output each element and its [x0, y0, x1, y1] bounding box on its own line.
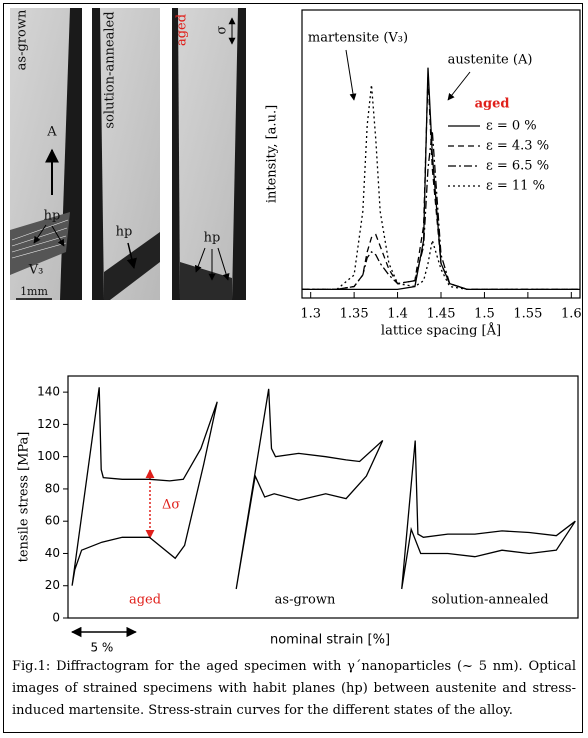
photo-title: as-grown: [15, 9, 30, 70]
figure: as-grown A hp V₃ 1mm solution-annealed h…: [10, 8, 582, 655]
x-axis-label: nominal strain [%]: [270, 633, 390, 648]
photo-label: hp: [44, 209, 61, 224]
annotation-arrow: [345, 49, 357, 101]
legend-label: ε = 0 %: [486, 119, 537, 134]
photo-label: hp: [116, 225, 133, 240]
x-tick-label: 1.6: [561, 307, 582, 322]
x-tick-label: 1.55: [513, 307, 542, 322]
x-tick-label: 1.3: [300, 307, 321, 322]
plot-frame: [67, 375, 579, 619]
legend-label: ε = 4.3 %: [486, 139, 549, 154]
photo-title: solution-annealed: [103, 11, 118, 128]
x-tick-label: 1.45: [427, 307, 456, 322]
y-tick-label: 140: [37, 385, 60, 399]
photo-label: A: [46, 125, 57, 140]
y-tick-label: 100: [37, 449, 60, 463]
photo-aged: aged σ hp: [172, 8, 246, 300]
photo-label: hp: [204, 231, 221, 246]
legend-title: aged: [475, 97, 510, 112]
y-tick-label: 60: [45, 514, 60, 528]
y-tick-label: 40: [45, 546, 60, 560]
data-line: [302, 67, 580, 291]
photo-label: V₃: [28, 263, 44, 278]
legend-label: ε = 11 %: [486, 179, 545, 194]
data-line: [302, 130, 580, 291]
y-tick-label: 80: [45, 481, 60, 495]
scale-bar-label: 5 %: [90, 641, 113, 655]
photo-label: 1mm: [20, 285, 48, 298]
photo-as-grown: as-grown A hp V₃ 1mm: [10, 8, 82, 300]
caption: Fig.1: Diffractogram for the aged specim…: [12, 659, 576, 718]
x-tick-label: 1.4: [387, 307, 408, 322]
series-label: aged: [129, 593, 161, 608]
x-tick-label: 1.5: [474, 307, 495, 322]
y-axis-label: tensile stress [MPa]: [17, 432, 32, 563]
photo-solution-annealed: solution-annealed hp: [92, 8, 160, 300]
annotation-arrow: [447, 71, 471, 101]
data-line: [235, 388, 384, 590]
plot-frame: [301, 9, 581, 299]
annotation: martensite (V₃): [308, 31, 408, 46]
y-axis-label: intensity, [a.u.]: [265, 105, 280, 203]
figure-frame: [3, 3, 583, 733]
series-label: as-grown: [275, 593, 336, 608]
photo-label: σ: [215, 25, 230, 34]
data-line: [302, 84, 580, 291]
x-axis-label: lattice spacing [Å]: [381, 323, 501, 339]
photo-title: aged: [175, 14, 190, 46]
annotation: Δσ: [162, 498, 180, 513]
annotation: austenite (A): [448, 53, 533, 68]
data-line: [71, 387, 218, 586]
series-label: solution-annealed: [431, 593, 548, 608]
y-tick-label: 120: [37, 417, 60, 431]
y-tick-label: 0: [52, 611, 60, 625]
x-tick-label: 1.35: [340, 307, 369, 322]
data-line: [401, 440, 576, 590]
legend-label: ε = 6.5 %: [486, 159, 549, 174]
y-tick-label: 20: [45, 578, 60, 592]
